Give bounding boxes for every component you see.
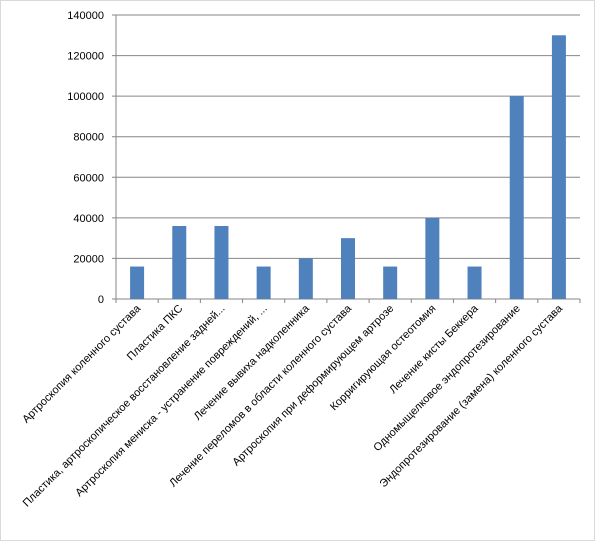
- y-tick-label: 80000: [73, 132, 104, 144]
- y-tick-label: 20000: [73, 253, 104, 265]
- y-tick-label: 100000: [67, 91, 104, 103]
- bar: [341, 238, 355, 299]
- bar: [467, 266, 482, 299]
- bar: [425, 217, 440, 299]
- bar: [214, 225, 229, 299]
- y-tick-label: 40000: [73, 213, 104, 225]
- bar: [298, 258, 313, 299]
- bar: [551, 35, 566, 300]
- y-tick-label: 120000: [67, 51, 104, 63]
- bar: [130, 266, 145, 299]
- bar: [172, 225, 187, 299]
- y-tick-label: 0: [98, 294, 104, 306]
- y-tick-label: 60000: [73, 172, 104, 184]
- bar: [509, 96, 524, 300]
- bar: [383, 266, 398, 299]
- y-tick-label: 140000: [67, 10, 104, 22]
- bar: [256, 266, 271, 299]
